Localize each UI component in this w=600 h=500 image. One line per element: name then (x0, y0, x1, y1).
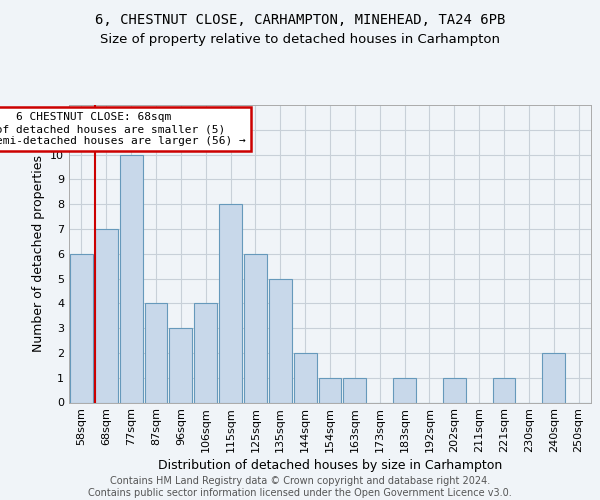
Bar (194, 304, 217, 402)
Text: Size of property relative to detached houses in Carhampton: Size of property relative to detached ho… (100, 32, 500, 46)
Bar (393, 378, 416, 402)
Y-axis label: Number of detached properties: Number of detached properties (32, 155, 44, 352)
Bar (95, 229, 118, 402)
Text: 6, CHESTNUT CLOSE, CARHAMPTON, MINEHEAD, TA24 6PB: 6, CHESTNUT CLOSE, CARHAMPTON, MINEHEAD,… (95, 12, 505, 26)
Bar (145, 304, 167, 402)
Bar (493, 378, 515, 402)
Bar (443, 378, 466, 402)
Bar (219, 204, 242, 402)
Bar (120, 154, 143, 402)
Bar (294, 353, 317, 403)
Text: 6 CHESTNUT CLOSE: 68sqm
← 8% of detached houses are smaller (5)
92% of semi-deta: 6 CHESTNUT CLOSE: 68sqm ← 8% of detached… (0, 112, 246, 146)
Text: Contains HM Land Registry data © Crown copyright and database right 2024.
Contai: Contains HM Land Registry data © Crown c… (88, 476, 512, 498)
X-axis label: Distribution of detached houses by size in Carhampton: Distribution of detached houses by size … (158, 460, 502, 472)
Bar (542, 353, 565, 403)
Bar (244, 254, 267, 402)
Bar (269, 278, 292, 402)
Bar (319, 378, 341, 402)
Bar (169, 328, 192, 402)
Bar (343, 378, 366, 402)
Bar (70, 254, 93, 402)
